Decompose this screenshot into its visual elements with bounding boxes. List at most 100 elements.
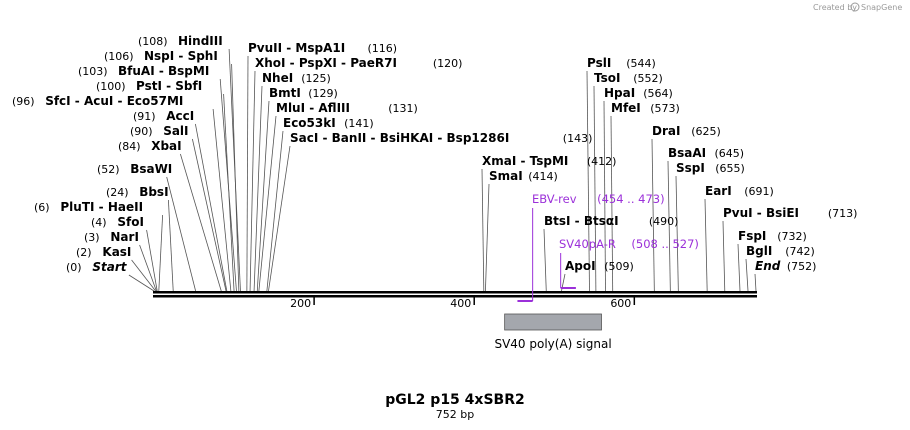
feature-sv40-poly-a-signal[interactable]: SV40 poly(A) signal (494, 313, 612, 351)
site-pvuii-position: (116) (368, 42, 398, 55)
site-xhoi-leader (249, 70, 256, 292)
primer-ebv-rev-range: (454 .. 473) (597, 192, 665, 206)
site-drai[interactable]: DraI (625) (652, 124, 721, 138)
site-eari-leader (704, 198, 708, 292)
site-bgli[interactable]: BglI (742) (746, 244, 815, 258)
site-drai-position: (625) (691, 125, 721, 138)
site-psli[interactable]: PslI (544) (587, 56, 656, 70)
site-pvui[interactable]: PvuI - BsiEI (713) (723, 206, 857, 220)
site-acci[interactable]: (91) AccI (133, 109, 194, 123)
site-hindiii-position: (108) (138, 35, 168, 48)
site-bgli-position: (742) (785, 245, 815, 258)
site-psti-label: PstI - SbfI (136, 79, 202, 93)
site-bbsi-position: (24) (106, 186, 129, 199)
site-bsawi[interactable]: (52) BsaWI (97, 162, 172, 176)
site-bsawi-leader (166, 176, 197, 292)
tick-200: 200 (290, 297, 315, 310)
backbone-top-strand (153, 291, 757, 294)
site-nhei[interactable]: NheI (125) (262, 71, 331, 85)
site-psti[interactable]: (100) PstI - SbfI (96, 79, 202, 93)
site-mlui-label: MluI - AflIII (276, 101, 350, 115)
site-pvuii-leader (246, 55, 249, 292)
site-fspi[interactable]: FspI (732) (738, 229, 807, 243)
site-pluti[interactable]: (6) PluTI - HaeII (34, 200, 143, 214)
site-hindiii[interactable]: (108) HindIII (138, 34, 223, 48)
primer-ebv-rev-arrow (517, 300, 533, 302)
site-bmti[interactable]: BmtI (129) (269, 86, 338, 100)
tick-400: 400 (450, 297, 475, 310)
site-bsaai[interactable]: BsaAI (645) (668, 146, 744, 160)
site-bmti-label: BmtI (269, 86, 301, 100)
map-title: pGL2 p15 4xSBR2 (385, 392, 524, 408)
backbone-bottom-strand (153, 295, 757, 298)
site-pvuii[interactable]: PvuII - MspA1I (116) (248, 41, 397, 55)
site-sali[interactable]: (90) SalI (130, 124, 189, 138)
site-saci[interactable]: SacI - BanII - BsiHKAI - Bsp1286I (143) (290, 131, 592, 145)
site-nspi-position: (106) (104, 50, 134, 63)
site-xbai-position: (84) (118, 140, 141, 153)
tick-400-label: 400 (450, 297, 471, 310)
site-fspi-label: FspI (738, 229, 766, 243)
site-kasi-leader (131, 259, 156, 292)
site-xmai[interactable]: XmaI - TspMI (412) (482, 154, 616, 168)
site-sfci-position: (96) (12, 95, 35, 108)
site-smai-position: (414) (528, 170, 558, 183)
site-hpai-leader (603, 100, 606, 292)
site-mfei-label: MfeI (611, 101, 641, 115)
site-eari-label: EarI (705, 184, 732, 198)
site-pvuii-label: PvuII - MspA1I (248, 41, 345, 55)
site-psli-position: (544) (626, 57, 656, 70)
site-sfci[interactable]: (96) SfcI - AcuI - Eco57MI (12, 94, 183, 108)
site-eco53ki-label: Eco53kI (283, 116, 336, 130)
site-eari[interactable]: EarI (691) (705, 184, 774, 198)
site-kasi[interactable]: (2) KasI (76, 245, 131, 259)
site-nari[interactable]: (3) NarI (84, 230, 139, 244)
site-btsi[interactable]: BtsI - BtsαI (490) (544, 214, 678, 228)
site-tsoi-leader (593, 85, 597, 292)
site-end[interactable]: End (752) (755, 259, 816, 273)
site-start-label: Start (92, 260, 127, 274)
site-xbai-label: XbaI (151, 139, 181, 153)
site-bfuai-label: BfuAI - BspMI (118, 64, 209, 78)
site-mlui[interactable]: MluI - AflIII (131) (276, 101, 418, 115)
snapgene-logo-icon (850, 2, 860, 12)
site-sali-label: SalI (163, 124, 188, 138)
site-hpai[interactable]: HpaI (564) (604, 86, 673, 100)
site-bfuai[interactable]: (103) BfuAI - BspMI (78, 64, 209, 78)
site-eco53ki[interactable]: Eco53kI (141) (283, 116, 374, 130)
site-nhei-label: NheI (262, 71, 293, 85)
site-saci-leader (268, 145, 291, 292)
site-mlui-leader (258, 115, 277, 292)
site-pvui-label: PvuI - BsiEI (723, 206, 799, 220)
site-bbsi[interactable]: (24) BbsI (106, 185, 169, 199)
site-xhoi[interactable]: XhoI - PspXI - PaeR7I (120) (255, 56, 462, 70)
site-mfei[interactable]: MfeI (573) (611, 101, 680, 115)
site-smai-label: SmaI (489, 169, 523, 183)
site-apoi[interactable]: ApoI (509) (565, 259, 634, 273)
site-acci-position: (91) (133, 110, 156, 123)
site-sali-position: (90) (130, 125, 153, 138)
site-nspi[interactable]: (106) NspI - SphI (104, 49, 218, 63)
site-sfci-leader (212, 108, 232, 292)
site-eari-position: (691) (744, 185, 774, 198)
site-smai[interactable]: SmaI (414) (489, 169, 558, 183)
site-xbai[interactable]: (84) XbaI (118, 139, 182, 153)
primer-ebv-rev[interactable]: EBV-rev (454 .. 473) (517, 192, 665, 302)
site-fspi-position: (732) (777, 230, 807, 243)
feature-sv40-poly-a-signal-box (504, 313, 602, 331)
site-sspi[interactable]: SspI (655) (676, 161, 745, 175)
site-sfoi-label: SfoI (117, 215, 144, 229)
primer-sv40pa-r-range: (508 .. 527) (631, 237, 699, 251)
site-acci-leader (195, 123, 228, 292)
site-sfoi[interactable]: (4) SfoI (91, 215, 144, 229)
site-tsoi[interactable]: TsoI (552) (594, 71, 663, 85)
site-saci-position: (143) (563, 132, 593, 145)
site-nari-leader (139, 244, 157, 292)
primer-sv40pa-r[interactable]: SV40pA-R (508 .. 527) (559, 237, 699, 289)
site-btsi-label: BtsI - BtsαI (544, 214, 619, 228)
site-start[interactable]: (0) Start (66, 260, 128, 274)
site-bsawi-label: BsaWI (130, 162, 172, 176)
site-pvui-leader (722, 220, 726, 292)
site-tsoi-label: TsoI (594, 71, 620, 85)
site-bmti-position: (129) (308, 87, 338, 100)
